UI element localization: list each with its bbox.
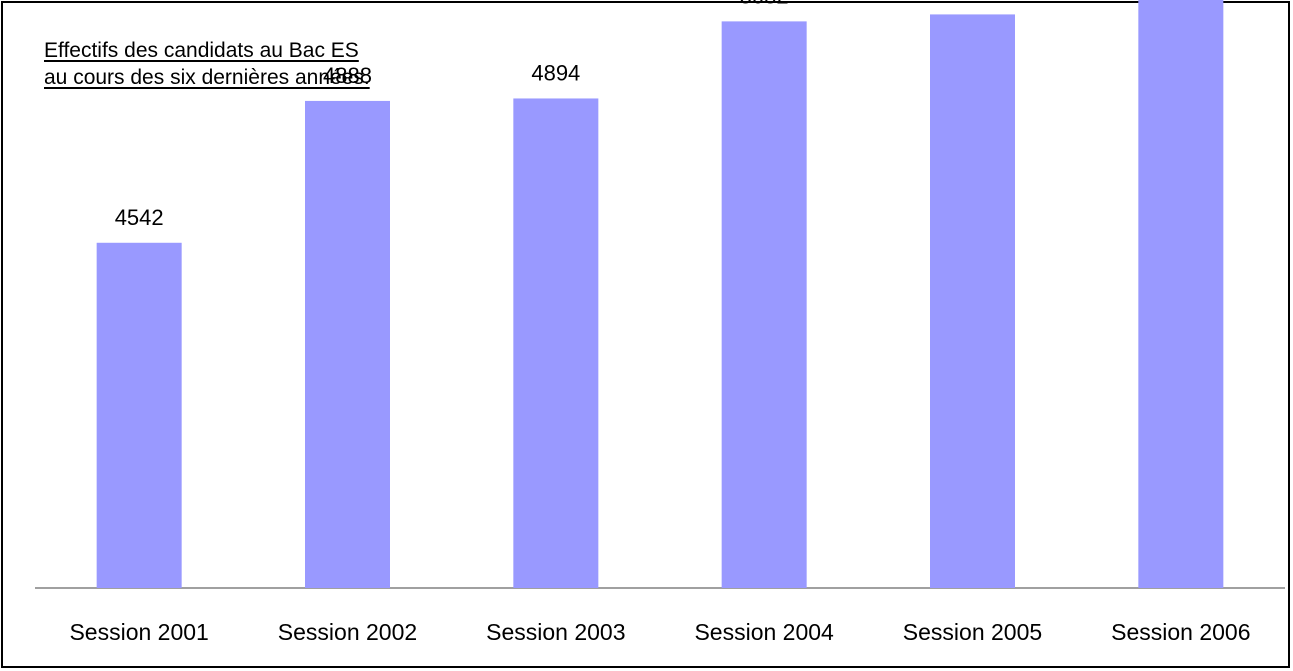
category-label-4: Session 2004 — [694, 619, 834, 645]
bar-value-label-3: 4894 — [531, 60, 580, 85]
bar-1 — [96, 242, 182, 588]
bar-6 — [1138, 0, 1224, 589]
bar-value-label-1: 4542 — [115, 205, 164, 230]
chart-title-block: Effectifs des candidats au Bac ES au cou… — [44, 37, 370, 91]
category-label-2: Session 2002 — [278, 619, 417, 645]
bar-value-label-2: 4888 — [323, 63, 372, 88]
category-labels-group: Session 2001 Session 2002 Session 2003 Sess… — [69, 619, 1250, 645]
bar-3 — [513, 98, 599, 589]
category-label-5: Session 2005 — [903, 619, 1042, 645]
category-label-6: Session 2006 — [1111, 619, 1250, 645]
chart-title: Effectifs des candidats au Bac ES — [44, 39, 359, 62]
bar-value-label-4: 5082 — [740, 0, 789, 8]
value-labels-group: 454248884894508250995259 — [115, 0, 997, 230]
category-label-3: Session 2003 — [486, 619, 625, 645]
chart-subtitle: au cours des six dernières années. — [44, 66, 370, 89]
category-label-1: Session 2001 — [69, 619, 208, 645]
bar-4 — [721, 21, 807, 588]
bar-2 — [305, 100, 390, 589]
bar-value-label-5: 5099 — [948, 0, 997, 1]
bar-5 — [930, 14, 1015, 589]
bars-group — [96, 0, 1224, 589]
